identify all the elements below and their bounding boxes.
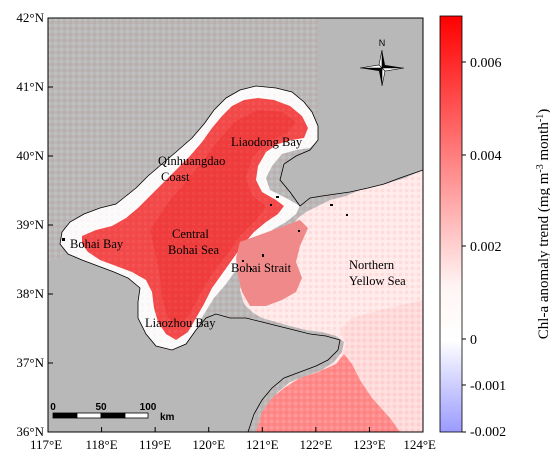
colorbar-tick-label: 0 xyxy=(470,333,477,348)
lon-tick-label: 124°E xyxy=(403,437,436,452)
scale-bar: 0 50 100 km xyxy=(50,402,174,423)
colorbar: 0.006 0.004 0.002 0 -0.001 -0.002 Chl-a anoma… xyxy=(439,15,550,440)
lat-tick-label: 42°N xyxy=(16,10,44,25)
north-arrow-icon: N xyxy=(359,38,405,87)
label-bohai-strait: Bohai Strait xyxy=(231,261,292,275)
label-central: Central xyxy=(172,227,209,241)
colorbar-title: Chl-a anomaly trend (mg m-3 month-1) xyxy=(535,109,550,339)
scale-tick-50: 50 xyxy=(95,402,107,413)
colorbar-tick-label: 0.002 xyxy=(470,240,502,255)
label-bohai-sea: Bohai Sea xyxy=(168,243,219,257)
colorbar-tick-label: 0.006 xyxy=(470,56,502,71)
lat-tick-label: 37°N xyxy=(16,355,44,370)
label-liaodong-bay: Liaodong Bay xyxy=(231,135,303,149)
lon-tick-label: 117°E xyxy=(30,437,62,452)
place-labels: Liaodong Bay Qinhuangdao Coast Central B… xyxy=(70,135,406,330)
lat-tick-label: 41°N xyxy=(16,79,44,94)
colorbar-tick-label: -0.002 xyxy=(470,425,506,440)
liaodong-peninsula xyxy=(280,18,423,206)
label-qinhuangdao: Qinhuangdao xyxy=(158,154,225,168)
lon-tick-label: 122°E xyxy=(300,437,333,452)
bohai-strait-region xyxy=(236,220,308,306)
coastline-south xyxy=(59,231,341,432)
colorbar-tick-label: 0.004 xyxy=(470,149,502,164)
lat-tick-label: 40°N xyxy=(16,148,44,163)
lon-tick-label: 123°E xyxy=(353,437,386,452)
colorbar-tick-label: -0.001 xyxy=(470,379,506,394)
map-panel xyxy=(48,18,423,432)
lat-tick-label: 39°N xyxy=(16,217,44,232)
scale-unit: km xyxy=(160,412,175,423)
coastline-north xyxy=(61,85,423,233)
lon-tick-label: 118°E xyxy=(85,437,117,452)
shandong-peninsula xyxy=(48,254,340,432)
lon-tick-label: 119°E xyxy=(139,437,171,452)
label-yellow-sea: Yellow Sea xyxy=(349,274,406,288)
latitude-axis: 36°N 37°N 38°N 39°N 40°N 41°N 42°N xyxy=(16,10,53,439)
scale-tick-0: 0 xyxy=(50,402,56,413)
label-northern: Northern xyxy=(349,258,395,272)
islands xyxy=(62,196,348,270)
lat-tick-label: 36°N xyxy=(16,424,44,439)
lon-tick-label: 120°E xyxy=(192,437,225,452)
label-coast: Coast xyxy=(161,170,190,184)
lon-tick-label: 121°E xyxy=(246,437,279,452)
colorbar-gradient xyxy=(439,15,463,433)
north-label: N xyxy=(379,38,386,48)
longitude-axis: 117°E 118°E 119°E 120°E 121°E 122°E 123°E 124°E xyxy=(30,427,436,452)
scale-tick-100: 100 xyxy=(140,402,157,413)
lat-tick-label: 38°N xyxy=(16,286,44,301)
label-bohai-bay: Bohai Bay xyxy=(70,237,124,251)
label-liaozhou-bay: Liaozhou Bay xyxy=(145,316,216,330)
